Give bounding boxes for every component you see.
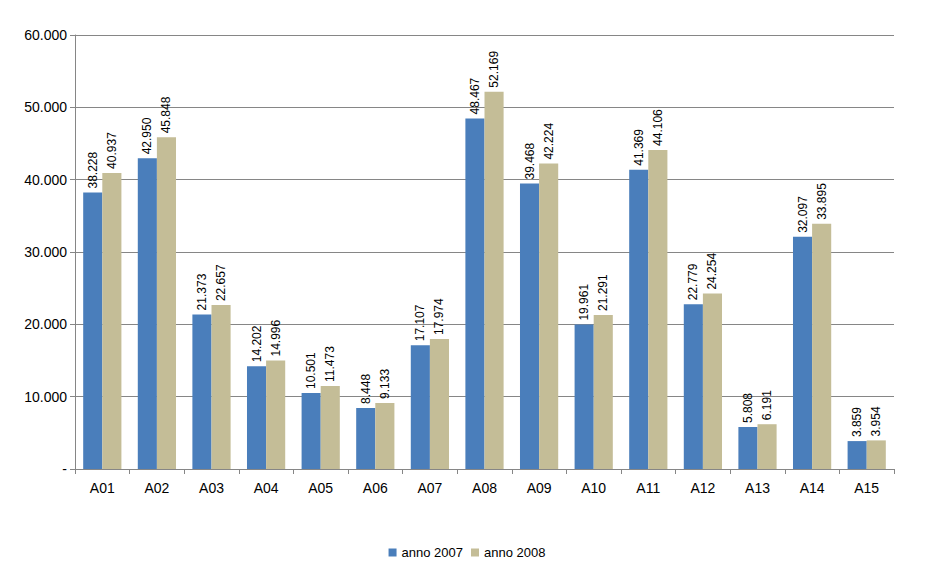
svg-text:42.950: 42.950 <box>140 117 154 154</box>
svg-text:A12: A12 <box>690 480 715 496</box>
svg-text:45.848: 45.848 <box>159 96 173 133</box>
svg-text:30.000: 30.000 <box>24 244 67 260</box>
svg-text:anno 2008: anno 2008 <box>484 545 545 560</box>
svg-text:20.000: 20.000 <box>24 316 67 332</box>
svg-text:21.291: 21.291 <box>596 274 610 311</box>
svg-text:A07: A07 <box>417 480 442 496</box>
svg-text:A11: A11 <box>636 480 660 496</box>
svg-text:32.097: 32.097 <box>796 196 810 233</box>
svg-text:A02: A02 <box>144 480 169 496</box>
svg-text:42.224: 42.224 <box>542 123 556 160</box>
svg-text:A08: A08 <box>472 480 497 496</box>
svg-text:40.000: 40.000 <box>24 172 67 188</box>
svg-text:A10: A10 <box>581 480 606 496</box>
svg-text:6.191: 6.191 <box>760 390 774 420</box>
svg-text:50.000: 50.000 <box>24 99 67 115</box>
svg-text:21.373: 21.373 <box>195 273 209 310</box>
svg-text:5.808: 5.808 <box>741 393 755 423</box>
svg-text:A15: A15 <box>854 480 879 496</box>
svg-text:39.468: 39.468 <box>523 142 537 179</box>
svg-text:19.961: 19.961 <box>577 284 591 321</box>
svg-text:A14: A14 <box>800 480 825 496</box>
svg-text:10.501: 10.501 <box>304 352 318 389</box>
svg-text:8.448: 8.448 <box>359 374 373 404</box>
svg-text:24.254: 24.254 <box>705 253 719 290</box>
svg-text:A09: A09 <box>527 480 552 496</box>
svg-text:anno 2007: anno 2007 <box>402 545 463 560</box>
svg-text:33.895: 33.895 <box>815 183 829 220</box>
svg-text:60.000: 60.000 <box>24 27 67 43</box>
svg-text:A01: A01 <box>90 480 115 496</box>
svg-text:A06: A06 <box>363 480 388 496</box>
svg-text:-: - <box>62 461 67 477</box>
svg-text:14.202: 14.202 <box>250 325 264 362</box>
svg-text:17.107: 17.107 <box>413 304 427 341</box>
svg-text:38.228: 38.228 <box>86 151 100 188</box>
svg-text:A13: A13 <box>745 480 770 496</box>
svg-text:3.954: 3.954 <box>869 406 883 436</box>
svg-text:41.369: 41.369 <box>632 129 646 166</box>
svg-text:A05: A05 <box>308 480 333 496</box>
svg-text:3.859: 3.859 <box>850 407 864 437</box>
svg-text:10.000: 10.000 <box>24 389 67 405</box>
svg-text:44.106: 44.106 <box>651 109 665 146</box>
svg-text:52.169: 52.169 <box>487 51 501 88</box>
svg-text:11.473: 11.473 <box>323 346 337 382</box>
svg-text:22.779: 22.779 <box>686 263 700 300</box>
svg-text:22.657: 22.657 <box>214 264 228 301</box>
svg-text:17.974: 17.974 <box>432 298 446 335</box>
svg-text:48.467: 48.467 <box>468 77 482 114</box>
svg-text:40.937: 40.937 <box>105 132 119 169</box>
svg-text:A04: A04 <box>254 480 279 496</box>
svg-text:9.133: 9.133 <box>378 369 392 399</box>
svg-text:A03: A03 <box>199 480 224 496</box>
svg-text:14.996: 14.996 <box>269 319 283 356</box>
